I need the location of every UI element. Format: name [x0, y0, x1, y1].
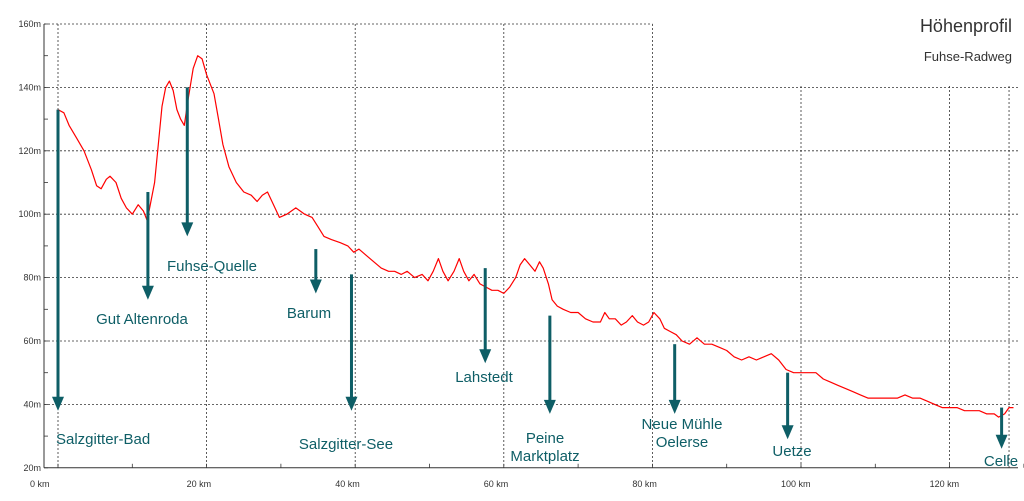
y-tick-label: 120m [18, 146, 41, 156]
place-label-neue-m-hle: Neue Mühle [642, 416, 723, 433]
y-tick-label: 60m [23, 336, 41, 346]
x-tick-label: 60 km [484, 479, 509, 489]
place-label-gut-altenroda: Gut Altenroda [96, 311, 188, 328]
place-label-peine: Peine [526, 430, 564, 447]
x-tick-label: 120 km [930, 479, 960, 489]
elevation-series [57, 55, 1014, 418]
y-tick-label: 140m [18, 82, 41, 92]
chart-title: Höhenprofil [920, 16, 1012, 36]
x-tick-label: 100 km [781, 479, 811, 489]
place-markers [52, 87, 1008, 449]
place-label-barum: Barum [287, 305, 331, 322]
place-label-uetze: Uetze [772, 443, 811, 460]
marker-neue-m-hle-arrowhead [668, 399, 681, 414]
x-tick-label: 40 km [335, 479, 360, 489]
marker-celle-arrowhead [995, 434, 1008, 449]
marker-lahstedt-arrowhead [479, 349, 492, 364]
place-label-salzgitter-bad: Salzgitter-Bad [56, 431, 150, 448]
y-tick-label: 100m [18, 209, 41, 219]
x-tick-label: 0 km [30, 479, 50, 489]
y-tick-label: 40m [23, 399, 41, 409]
tick-labels: 20m 40m 60m 80m 100m 120m 140m 160m 0 km 20 km 40 … [18, 19, 959, 489]
y-tick-label: 20m [23, 463, 41, 473]
x-tick-label: 20 km [187, 479, 212, 489]
place-label-celle: Celle [984, 453, 1018, 470]
marker-barum-arrowhead [309, 279, 322, 294]
marker-fuhse-quelle-arrowhead [181, 222, 194, 237]
place-label-neue-m-hle: Oelerse [656, 434, 709, 451]
elevation-line [57, 55, 1014, 418]
marker-gut-altenroda-arrowhead [141, 285, 154, 300]
axes [43, 23, 1024, 469]
marker-salzgitter-bad-arrowhead [52, 396, 64, 411]
x-tick-label: 80 km [632, 479, 657, 489]
marker-uetze-arrowhead [781, 425, 794, 440]
y-tick-label: 160m [18, 19, 41, 29]
place-label-fuhse-quelle: Fuhse-Quelle [167, 258, 257, 275]
marker-salzgitter-see-arrowhead [345, 396, 358, 411]
place-labels: Salzgitter-Bad Gut Altenroda Fuhse-Quelle B… [56, 258, 1018, 470]
place-label-peine: Marktplatz [510, 448, 579, 465]
chart-subtitle: Fuhse-Radweg [924, 49, 1012, 64]
y-tick-label: 80m [23, 273, 41, 283]
marker-peine-arrowhead [543, 399, 556, 414]
place-label-salzgitter-see: Salzgitter-See [299, 436, 393, 453]
place-label-lahstedt: Lahstedt [455, 369, 513, 386]
